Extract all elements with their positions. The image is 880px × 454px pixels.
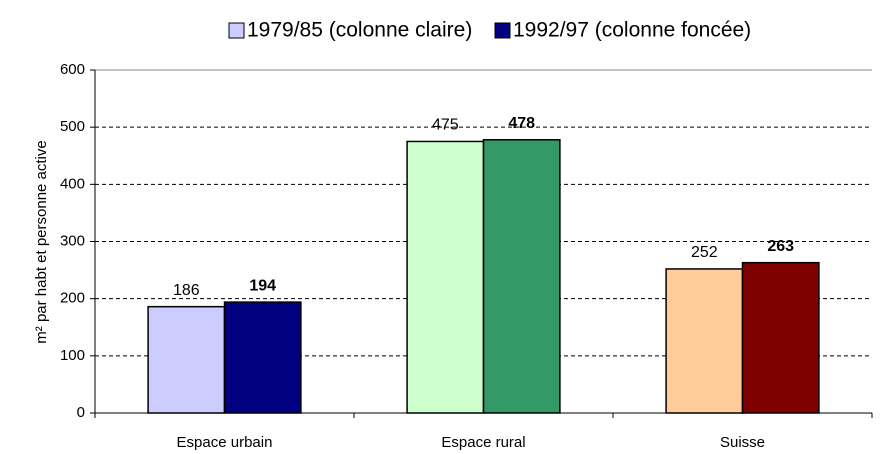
bar: [665, 268, 744, 414]
x-tick-label: Suisse: [720, 434, 765, 451]
y-tick-label: 0: [77, 404, 85, 421]
x-tick-label: Espace urbain: [177, 434, 273, 451]
legend-swatch: [228, 22, 245, 39]
legend-label: 1979/85 (colonne claire): [247, 19, 472, 42]
y-axis-label: m² par habt et personne active: [33, 140, 50, 343]
y-tick-label: 400: [60, 175, 85, 192]
value-label: 478: [508, 115, 535, 132]
y-tick-label: 500: [60, 118, 85, 135]
bar: [482, 138, 561, 414]
legend-swatch: [494, 22, 511, 39]
bar: [147, 305, 226, 414]
y-tick-label: 300: [60, 232, 85, 249]
x-tick-label: Espace rural: [441, 434, 525, 451]
value-label: 194: [249, 277, 276, 294]
value-label: 252: [691, 244, 718, 261]
y-tick-label: 100: [60, 347, 85, 364]
value-label: 263: [767, 238, 794, 255]
y-tick-label: 600: [60, 61, 85, 78]
legend-label: 1992/97 (colonne foncée): [513, 19, 751, 42]
value-label: 186: [173, 282, 200, 299]
bar: [406, 140, 485, 414]
value-label: 475: [432, 117, 459, 134]
y-tick-label: 200: [60, 290, 85, 307]
bar: [741, 261, 820, 414]
bar: [223, 301, 302, 414]
